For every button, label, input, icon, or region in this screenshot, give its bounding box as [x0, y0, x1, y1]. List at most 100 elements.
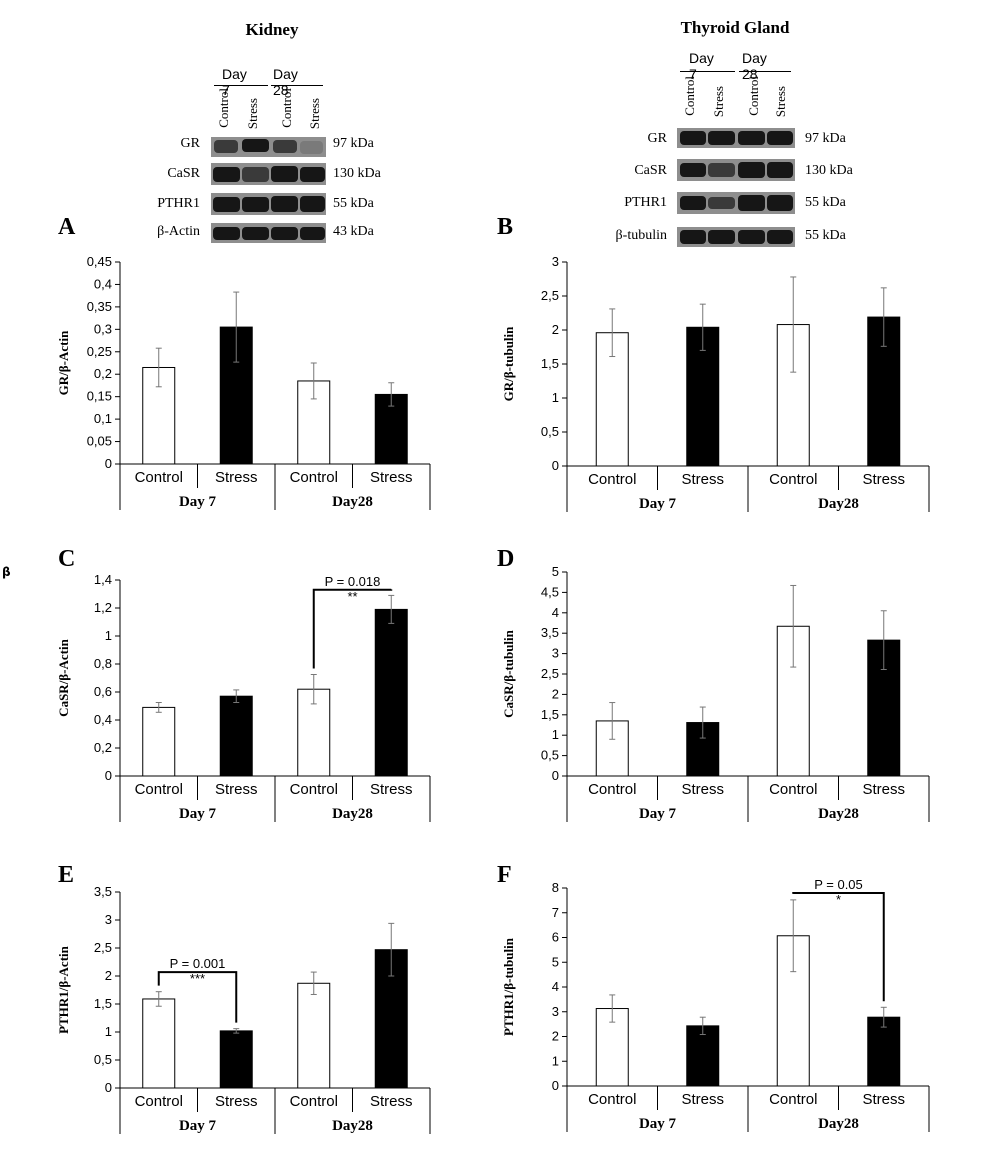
y-axis-label: GR/β-tubulin	[501, 326, 516, 402]
y-tick-label: 2,5	[541, 666, 559, 681]
category-label: Control	[769, 781, 817, 798]
y-tick-label: 4	[552, 605, 559, 620]
group-label: Day28	[818, 1116, 859, 1132]
panel-letter-a: A	[58, 214, 76, 240]
y-tick-label: 7	[552, 905, 559, 920]
kidney-band	[300, 227, 325, 240]
thyroid-lane-label-4: Stress	[773, 86, 788, 118]
thyroid-band	[708, 163, 735, 177]
kidney-kda-gr: 97 kDa	[333, 136, 374, 151]
significance-stars: ***	[190, 971, 205, 986]
y-tick-label: 1,4	[94, 572, 112, 587]
y-tick-label: 0	[105, 768, 112, 783]
thyroid-band	[738, 230, 765, 244]
group-label: Day28	[818, 806, 859, 822]
y-tick-label: 1	[552, 727, 559, 742]
kidney-day-label-1: Day 7	[222, 66, 247, 98]
category-label: Control	[769, 471, 817, 488]
stray-beta-symbol: β	[2, 565, 11, 579]
kidney-band	[300, 141, 323, 154]
thyroid-band	[767, 162, 793, 178]
y-tick-label: 2	[552, 1029, 559, 1044]
y-tick-label: 0	[552, 768, 559, 783]
kidney-kda-pthr1: 55 kDa	[333, 196, 374, 211]
significance-bracket	[792, 891, 885, 1002]
y-tick-label: 3	[552, 1004, 559, 1019]
y-tick-label: 0,8	[94, 656, 112, 671]
category-label: Stress	[862, 781, 905, 798]
kidney-lane-label-3: Control	[279, 88, 294, 128]
thyroid-lane-label-1: Control	[682, 76, 697, 116]
p-value-label: P = 0.05	[814, 880, 863, 892]
y-tick-label: 2	[552, 322, 559, 337]
kidney-band	[271, 227, 298, 240]
group-label: Day 7	[639, 496, 677, 512]
bar	[142, 998, 176, 1089]
panel-letter-c: C	[58, 546, 76, 572]
panel-letter-e: E	[58, 862, 75, 888]
thyroid-band	[767, 131, 793, 145]
kidney-row-label-gr: GR	[180, 136, 200, 151]
significance-bracket	[157, 971, 238, 1023]
thyroid-blot-strip-pthr1	[677, 192, 795, 214]
bar	[374, 608, 408, 777]
group-label: Day28	[332, 806, 373, 822]
kidney-band	[300, 196, 325, 212]
chart-b-gr-tubulin: 0 0,5 1 1,5 2 2,5 3 GR/β-tubulin Control Stress Co…	[501, 254, 930, 512]
category-label: Stress	[862, 1091, 905, 1108]
category-label: Control	[135, 469, 183, 486]
kidney-band	[242, 227, 269, 240]
y-tick-label: 2	[552, 686, 559, 701]
p-value-label: P = 0.001	[170, 956, 226, 971]
y-tick-label: 1,2	[94, 600, 112, 615]
y-tick-label: 0,1	[94, 411, 112, 426]
kidney-lane-label-2: Stress	[245, 98, 260, 130]
kidney-band	[214, 140, 238, 153]
thyroid-band	[680, 196, 706, 210]
kidney-row-label-actin: β-Actin	[157, 224, 200, 239]
y-tick-label: 0,15	[87, 389, 112, 404]
y-axis-label: GR/β-Actin	[56, 330, 71, 395]
thyroid-row-label-casr: CaSR	[634, 163, 667, 178]
y-tick-label: 8	[552, 880, 559, 895]
y-tick-label: 0,6	[94, 684, 112, 699]
p-value-label: P = 0.018	[325, 574, 381, 589]
category-label: Stress	[370, 781, 413, 798]
y-tick-label: 5	[552, 564, 559, 579]
y-tick-label: 0,2	[94, 740, 112, 755]
group-label: Day 7	[179, 494, 217, 510]
thyroid-band	[708, 131, 735, 145]
group-label: Day28	[332, 1118, 373, 1134]
chart-a-gr-actin: 0 0,05 0,1 0,15 0,2 0,25 0,3 0,35 0,4 0,45 GR/β-Ac…	[56, 254, 431, 510]
y-axis-label: CaSR/β-tubulin	[501, 629, 516, 718]
y-tick-label: 3,5	[94, 884, 112, 899]
y-tick-label: 0,35	[87, 299, 112, 314]
y-tick-label: 1	[552, 1053, 559, 1068]
y-axis-label: CaSR/β-Actin	[56, 638, 71, 716]
kidney-band	[213, 167, 240, 182]
thyroid-lane-label-3: Control	[746, 76, 761, 116]
thyroid-band	[767, 195, 793, 211]
y-tick-label: 1,5	[94, 996, 112, 1011]
panel-letter-b: B	[497, 214, 514, 240]
bar	[867, 1016, 901, 1087]
y-tick-label: 1	[105, 628, 112, 643]
kidney-lane-label-4: Stress	[307, 98, 322, 130]
kidney-band	[271, 196, 298, 212]
y-tick-label: 0,3	[94, 321, 112, 336]
thyroid-kda-tubulin: 55 kDa	[805, 228, 846, 243]
kidney-band	[242, 167, 269, 182]
thyroid-day-label-1: Day 7	[689, 50, 714, 82]
group-label: Day28	[818, 496, 859, 512]
thyroid-blot-strip-gr	[677, 128, 795, 148]
kidney-kda-casr: 130 kDa	[333, 166, 381, 181]
chart-f-pthr1-tubulin: 0 1 2 3 4 5 6 7 8 PTHR1/β-tubulin Control Stress Con…	[501, 880, 930, 1132]
thyroid-row-label-gr: GR	[647, 131, 667, 146]
y-tick-label: 0,5	[94, 1052, 112, 1067]
category-label: Stress	[681, 471, 724, 488]
group-label: Day 7	[639, 1116, 677, 1132]
thyroid-band	[680, 131, 706, 145]
y-axis-label: PTHR1/β-Actin	[56, 945, 71, 1034]
thyroid-kda-gr: 97 kDa	[805, 131, 846, 146]
y-tick-label: 0	[105, 456, 112, 471]
